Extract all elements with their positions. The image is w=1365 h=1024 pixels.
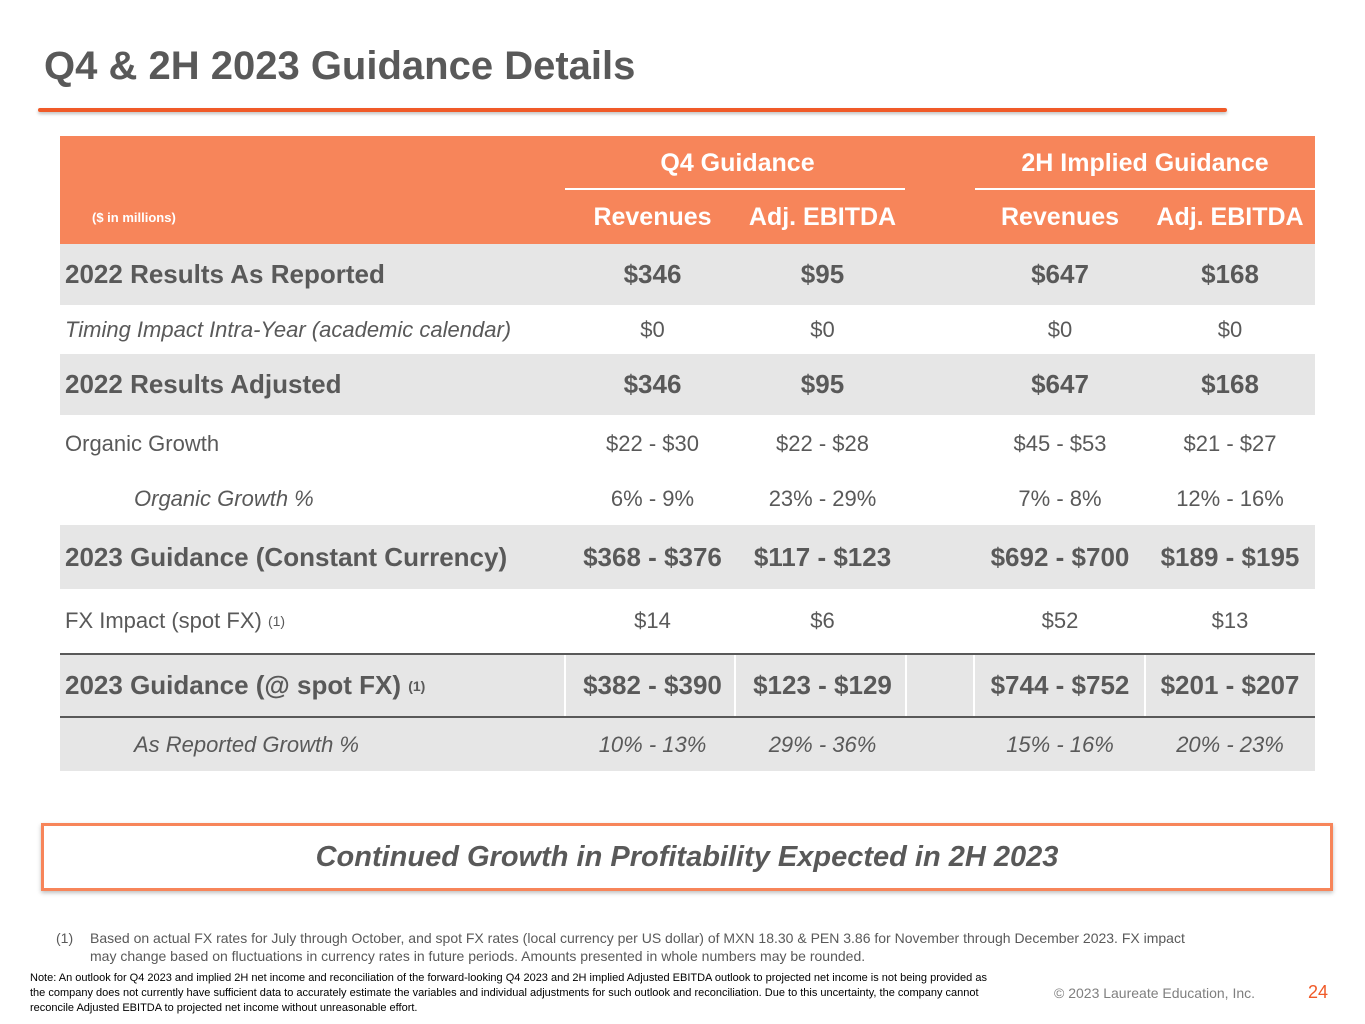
cell-divider — [1144, 655, 1146, 716]
row-label: 2023 Guidance (Constant Currency) — [65, 541, 508, 572]
row-label-text: FX Impact (spot FX) — [65, 608, 262, 633]
cell-value: $0 — [810, 316, 835, 342]
cell-value: $52 — [1041, 608, 1079, 633]
column-header-2h-revenues: Revenues — [1000, 202, 1120, 231]
cell-value: $744 - $752 — [990, 670, 1130, 700]
header-column-row: ($ in millions) Revenues Adj. EBITDA Rev… — [60, 190, 1315, 244]
cell-value: $189 - $195 — [1160, 541, 1300, 572]
copyright: © 2023 Laureate Education, Inc. — [1054, 985, 1256, 1001]
cell-value: $13 — [1211, 608, 1249, 633]
cell-value: 15% - 16% — [1006, 731, 1114, 757]
cell-value: $368 - $376 — [583, 541, 722, 572]
cell-value: $22 - $30 — [606, 430, 699, 456]
title-underline — [38, 108, 1227, 112]
cell-value: $168 — [1201, 369, 1259, 399]
cell-value: $346 — [623, 369, 682, 399]
cell-value: 23% - 29% — [768, 485, 877, 511]
units-note: ($ in millions) — [92, 209, 176, 225]
cell-value: $382 - $390 — [583, 670, 722, 700]
cell-value: 29% - 36% — [768, 731, 877, 757]
row-label: Organic Growth — [65, 430, 220, 456]
footnote-marker: (1) — [56, 930, 74, 946]
cell-value: $21 - $27 — [1183, 430, 1277, 456]
cell-value: $95 — [800, 259, 845, 289]
cell-value: $14 — [634, 608, 671, 633]
table-row: 2023 Guidance (Constant Currency) $368 -… — [60, 525, 1315, 589]
cell-value: $346 — [623, 259, 682, 289]
row-label: 2022 Results As Reported — [65, 259, 385, 289]
cell-value: $0 — [640, 316, 665, 342]
page-title: Q4 & 2H 2023 Guidance Details — [44, 44, 636, 88]
row-label-text: 2023 Guidance (@ spot FX) — [65, 670, 401, 700]
cell-value: 6% - 9% — [610, 485, 695, 511]
footnote-text: Based on actual FX rates for July throug… — [90, 930, 1185, 964]
header-group-row: Q4 Guidance 2H Implied Guidance — [60, 136, 1315, 190]
cell-value: $0 — [1047, 316, 1073, 342]
cell-value: $647 — [1031, 259, 1089, 289]
group-underline-q4 — [565, 188, 905, 190]
cell-value: $95 — [800, 369, 845, 399]
cell-divider — [734, 655, 736, 716]
table-row: 2022 Results Adjusted $346 $95 $647 $168 — [60, 354, 1315, 415]
footnote-marker: (1) — [408, 677, 426, 694]
cell-value: 12% - 16% — [1176, 485, 1284, 511]
footnote: (1) Based on actual FX rates for July th… — [56, 929, 1196, 965]
column-header-q4-adj-ebitda: Adj. EBITDA — [748, 202, 897, 231]
column-header-q4-revenues: Revenues — [593, 202, 712, 231]
group-underline-2h — [975, 188, 1315, 190]
cell-divider — [905, 655, 907, 716]
group-header-q4: Q4 Guidance — [660, 148, 815, 177]
key-takeaway-banner: Continued Growth in Profitability Expect… — [41, 823, 1333, 891]
table-row: FX Impact (spot FX) (1) $14 $6 $52 $13 — [60, 589, 1315, 653]
cell-divider — [564, 655, 566, 716]
table-row: Organic Growth $22 - $30 $22 - $28 $45 -… — [60, 415, 1315, 472]
cell-value: $45 - $53 — [1013, 430, 1107, 456]
table-row: As Reported Growth % 10% - 13% 29% - 36%… — [60, 718, 1315, 771]
cell-value: 7% - 8% — [1018, 485, 1102, 511]
column-header-2h-adj-ebitda: Adj. EBITDA — [1156, 202, 1304, 231]
row-label: 2022 Results Adjusted — [65, 369, 342, 399]
table-row: 2022 Results As Reported $346 $95 $647 $… — [60, 244, 1315, 305]
row-label: Organic Growth % — [134, 485, 314, 511]
table-row: Timing Impact Intra-Year (academic calen… — [60, 305, 1315, 354]
cell-value: $22 - $28 — [776, 430, 869, 456]
row-label: FX Impact (spot FX) (1) — [65, 589, 565, 653]
group-header-2h: 2H Implied Guidance — [1021, 148, 1269, 177]
disclaimer-note: Note: An outlook for Q4 2023 and implied… — [30, 972, 987, 1014]
cell-value: $692 - $700 — [990, 541, 1130, 572]
cell-value: 20% - 23% — [1176, 731, 1284, 757]
table-row: Organic Growth % 6% - 9% 23% - 29% 7% - … — [60, 472, 1315, 525]
cell-value: $201 - $207 — [1160, 670, 1300, 700]
row-label: 2023 Guidance (@ spot FX) (1) — [65, 655, 565, 716]
cell-value: $123 - $129 — [753, 670, 892, 700]
cell-value: $117 - $123 — [753, 541, 892, 572]
cell-divider — [973, 655, 975, 716]
cell-value: $647 — [1031, 369, 1089, 399]
cell-value: $6 — [810, 608, 835, 633]
page-number: 24 — [1308, 982, 1329, 1002]
footnote-marker: (1) — [267, 613, 286, 629]
row-label: As Reported Growth % — [134, 731, 359, 757]
cell-value: $168 — [1201, 259, 1259, 289]
row-label: Timing Impact Intra-Year (academic calen… — [65, 316, 512, 342]
cell-value: 10% - 13% — [598, 731, 707, 757]
table-row-highlighted: 2023 Guidance (@ spot FX) (1) $382 - $39… — [60, 653, 1315, 718]
cell-value: $0 — [1217, 316, 1243, 342]
